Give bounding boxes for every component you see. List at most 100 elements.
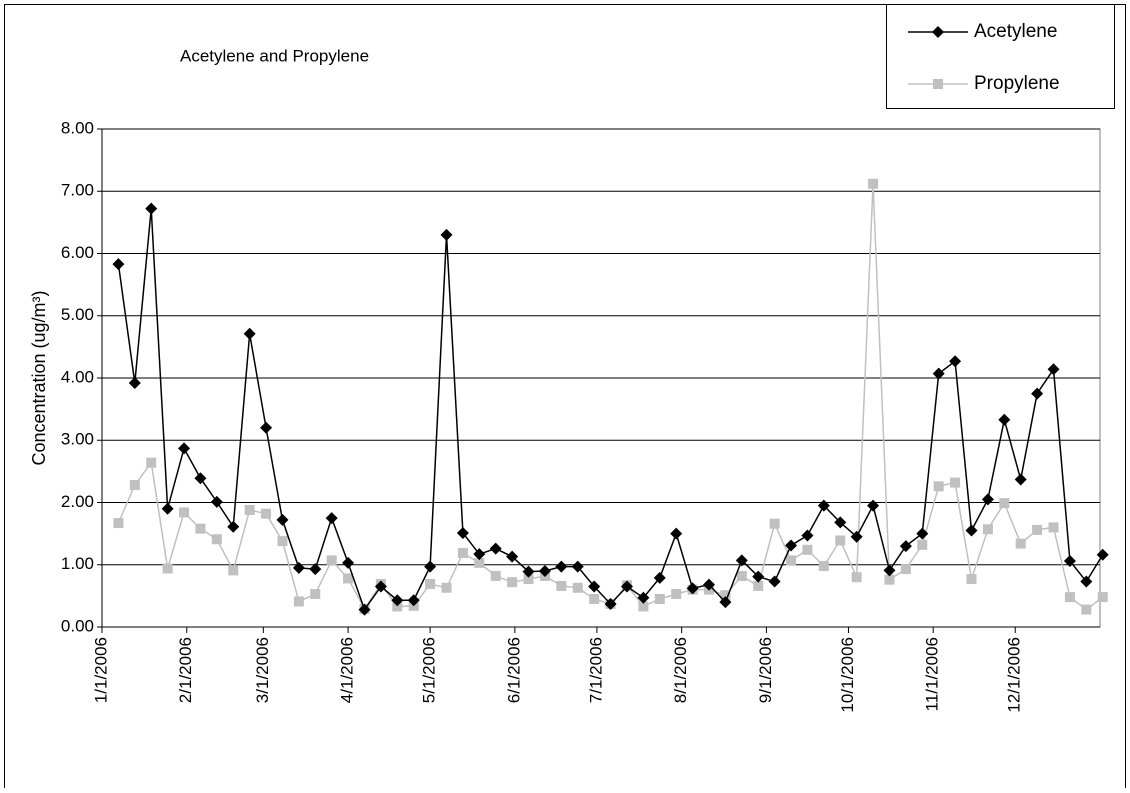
data-point [129, 480, 140, 491]
x-tick-label: 3/1/2006 [253, 637, 272, 703]
data-point [556, 580, 567, 591]
data-point [950, 477, 961, 488]
data-point [343, 573, 354, 584]
data-point [112, 258, 125, 271]
data-point [128, 376, 141, 389]
data-point [769, 518, 780, 529]
data-point [571, 560, 584, 573]
data-point [342, 556, 355, 569]
data-point [917, 539, 928, 550]
data-point [637, 591, 650, 604]
data-point [473, 548, 486, 561]
data-point [310, 589, 321, 600]
data-point [195, 523, 206, 534]
data-point [851, 572, 862, 583]
legend-marker [933, 79, 943, 89]
data-point [982, 524, 993, 535]
data-point [638, 601, 649, 612]
data-point [228, 565, 239, 576]
data-point [261, 508, 272, 519]
data-point [211, 534, 222, 545]
data-point [720, 590, 731, 601]
data-point [506, 550, 519, 563]
data-point [654, 593, 665, 604]
data-point [1031, 387, 1044, 400]
y-tick-label: 8.00 [61, 118, 94, 137]
legend-box [886, 4, 1115, 109]
data-point [276, 513, 289, 526]
data-point [900, 564, 911, 575]
data-point [966, 574, 977, 585]
data-point [1064, 592, 1075, 603]
data-point [407, 594, 420, 607]
data-point [507, 577, 518, 588]
data-point [933, 481, 944, 492]
data-point [670, 527, 683, 540]
data-point [916, 527, 929, 540]
data-point [801, 529, 814, 542]
data-point [260, 421, 273, 434]
x-tick-label: 12/1/2006 [1005, 637, 1024, 713]
data-point [523, 574, 534, 585]
data-point [113, 518, 124, 529]
x-tick-label: 9/1/2006 [756, 637, 775, 703]
data-point [243, 327, 256, 340]
data-point [440, 228, 453, 241]
data-point [589, 593, 600, 604]
data-point [146, 457, 157, 468]
data-point [490, 570, 501, 581]
data-point [604, 597, 617, 610]
data-point [802, 544, 813, 555]
data-point [1081, 604, 1092, 615]
data-point [588, 580, 601, 593]
y-tick-label: 7.00 [61, 181, 94, 200]
x-tick-label: 5/1/2006 [420, 637, 439, 703]
data-point [1015, 538, 1026, 549]
data-point [210, 495, 223, 508]
data-point [424, 560, 437, 573]
data-point [178, 442, 191, 455]
data-point [227, 520, 240, 533]
data-point [392, 601, 403, 612]
chart-border [4, 4, 1126, 793]
data-point [374, 580, 387, 593]
data-point [161, 502, 174, 515]
data-point [850, 530, 863, 543]
legend-marker [932, 26, 944, 38]
data-point [538, 564, 551, 577]
x-tick-label: 4/1/2006 [338, 637, 357, 703]
series-line [117, 208, 1104, 612]
y-tick-label: 5.00 [61, 305, 94, 324]
series-line [117, 183, 1104, 611]
data-point [981, 493, 994, 506]
data-point [358, 603, 371, 616]
y-tick-label: 2.00 [61, 492, 94, 511]
data-point [785, 539, 798, 552]
y-tick-label: 3.00 [61, 430, 94, 449]
data-point [425, 579, 436, 590]
x-tick-label: 2/1/2006 [176, 637, 195, 703]
data-point [456, 527, 469, 540]
y-tick-label: 4.00 [61, 367, 94, 386]
data-point [1097, 592, 1108, 603]
data-point [686, 582, 699, 595]
data-point [326, 555, 337, 566]
chart-title: Acetylene and Propylene [180, 46, 369, 65]
x-tick-label: 10/1/2006 [838, 637, 857, 713]
data-point [735, 554, 748, 567]
data-point [391, 594, 404, 607]
y-tick-label: 1.00 [61, 554, 94, 573]
data-point [309, 563, 322, 576]
data-point [834, 516, 847, 529]
data-point [457, 547, 468, 558]
data-point [998, 413, 1011, 426]
data-point [489, 542, 502, 555]
data-point [292, 561, 305, 574]
data-point [867, 499, 880, 512]
data-point [753, 580, 764, 591]
data-point [162, 563, 173, 574]
data-point [325, 512, 338, 525]
data-point [671, 589, 682, 600]
x-tick-label: 7/1/2006 [586, 637, 605, 703]
